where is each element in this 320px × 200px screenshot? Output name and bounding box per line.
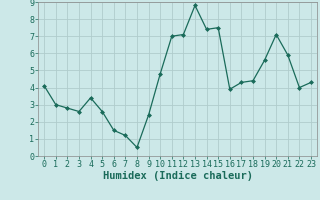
- X-axis label: Humidex (Indice chaleur): Humidex (Indice chaleur): [103, 171, 252, 181]
